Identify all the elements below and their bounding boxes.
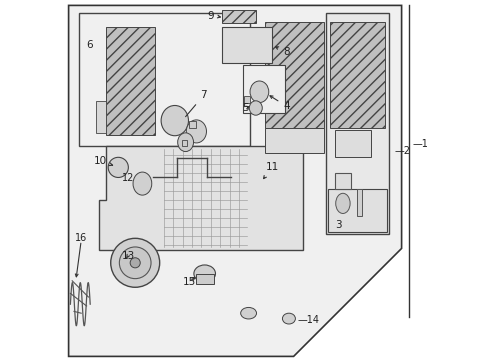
Bar xyxy=(121,147,238,200)
Bar xyxy=(96,101,106,133)
Bar xyxy=(357,189,362,216)
Ellipse shape xyxy=(130,258,140,268)
Text: —2: —2 xyxy=(394,146,411,156)
Text: 7: 7 xyxy=(186,90,207,117)
Bar xyxy=(79,13,250,146)
Bar xyxy=(106,27,155,135)
Ellipse shape xyxy=(178,133,194,152)
Text: 16: 16 xyxy=(75,233,87,243)
Bar xyxy=(196,274,214,284)
Bar xyxy=(335,130,371,157)
Bar xyxy=(265,22,324,128)
Text: 13: 13 xyxy=(122,251,135,261)
Polygon shape xyxy=(69,5,402,356)
Ellipse shape xyxy=(108,157,128,177)
Text: 15: 15 xyxy=(183,276,196,287)
Text: —1: —1 xyxy=(413,139,428,149)
Bar xyxy=(244,96,250,103)
Ellipse shape xyxy=(161,105,189,136)
Text: 9: 9 xyxy=(208,11,215,21)
Ellipse shape xyxy=(336,193,350,213)
Bar xyxy=(243,65,285,113)
Bar xyxy=(330,22,386,128)
Bar xyxy=(328,189,387,232)
Text: 12: 12 xyxy=(122,173,134,183)
Bar xyxy=(265,128,324,153)
Text: 8: 8 xyxy=(275,47,290,57)
Ellipse shape xyxy=(120,247,151,279)
Text: 3: 3 xyxy=(335,220,342,230)
Ellipse shape xyxy=(111,238,160,287)
Ellipse shape xyxy=(249,101,262,115)
Text: 5: 5 xyxy=(242,103,249,113)
Text: 10: 10 xyxy=(94,156,113,166)
Ellipse shape xyxy=(186,120,206,143)
Text: 4: 4 xyxy=(270,96,290,111)
Bar xyxy=(221,27,272,63)
Ellipse shape xyxy=(250,81,269,103)
Bar xyxy=(221,10,256,23)
Bar xyxy=(189,121,196,128)
Ellipse shape xyxy=(194,265,216,282)
Text: —14: —14 xyxy=(297,315,319,325)
Text: 11: 11 xyxy=(264,162,279,179)
Ellipse shape xyxy=(282,313,295,324)
Ellipse shape xyxy=(133,172,152,195)
Bar xyxy=(335,173,351,189)
Bar xyxy=(326,13,389,234)
Text: 6: 6 xyxy=(86,40,93,50)
Polygon shape xyxy=(99,146,303,250)
Bar xyxy=(182,140,187,146)
Ellipse shape xyxy=(241,307,257,319)
